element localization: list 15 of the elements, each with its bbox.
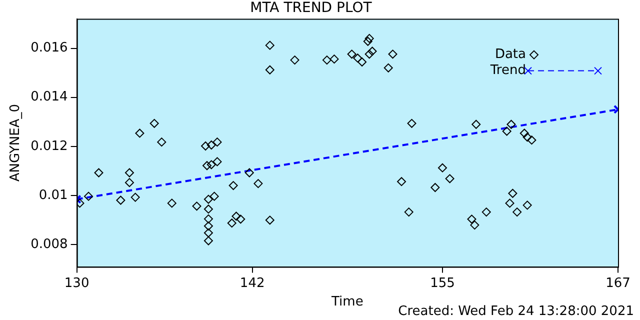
- x-tick-label: 130: [64, 276, 90, 291]
- text: Created: Wed Feb 24 13:28:00 2021: [398, 304, 634, 319]
- legend-label: Trend: [489, 63, 526, 78]
- y-tick-label: 0.014: [30, 90, 68, 105]
- y-tick-label: 0.01: [38, 188, 68, 203]
- x-tick-label: 142: [240, 276, 265, 291]
- chart-title: MTA TREND PLOT: [250, 0, 372, 16]
- y-tick-label: 0.012: [30, 138, 68, 154]
- x-tick-label: 167: [606, 276, 630, 291]
- y-axis-title: ANGYNEA_0: [8, 104, 24, 182]
- y-tick-label: 0.016: [30, 40, 68, 56]
- legend-label: Data: [494, 47, 526, 62]
- x-axis-title: Time: [330, 294, 364, 310]
- x-tick-label: 155: [430, 276, 455, 291]
- y-tick-label: 0.008: [30, 237, 68, 252]
